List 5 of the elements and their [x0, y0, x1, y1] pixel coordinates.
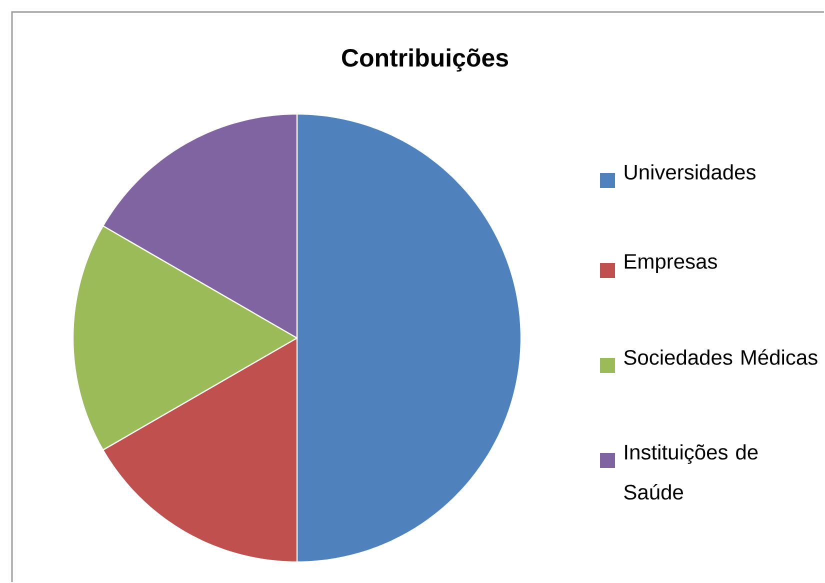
- legend-label: Universidades: [624, 164, 756, 180]
- legend-label: Sociedades Médicas: [624, 349, 818, 365]
- chart-title: Contribuições: [342, 48, 508, 72]
- legend-label: Instituições de Saúde: [624, 444, 758, 500]
- legend-label: Empresas: [624, 254, 717, 273]
